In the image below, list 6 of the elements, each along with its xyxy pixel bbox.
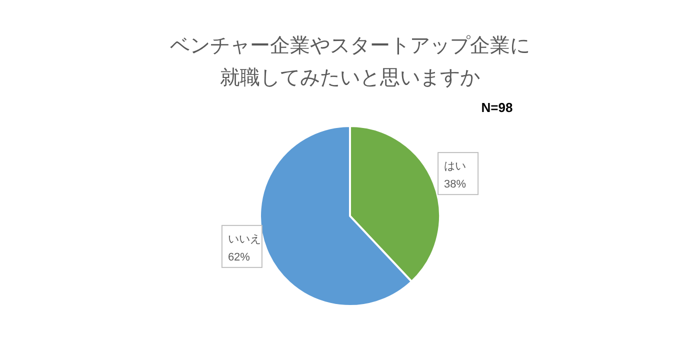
data-label: 62% (228, 251, 250, 264)
slice-label: はい (444, 160, 466, 173)
text: N=98 (481, 100, 513, 115)
slice-label: いいえ (228, 233, 261, 246)
chart-title: ベンチャー企業やスタートアップ企業に就職してみたいと思いますか (170, 35, 530, 89)
data-label: 38% (444, 178, 466, 191)
